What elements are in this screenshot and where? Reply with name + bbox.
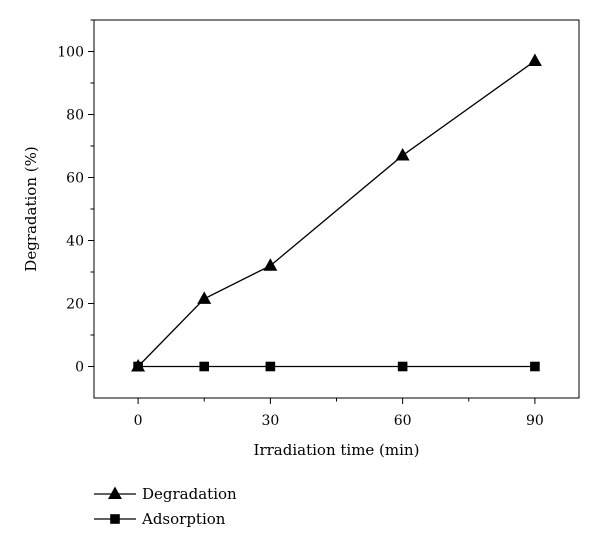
y-tick-label: 20 [66,297,84,313]
y-tick-label: 0 [75,360,84,376]
axis-tick-labels: 0 20 40 60 80 100 0 30 60 90 [57,45,544,430]
x-tick-label: 0 [134,413,143,429]
series-adsorption [133,361,540,372]
legend: Degradation Adsorption [94,485,237,528]
legend-marker [110,514,120,524]
y-tick-label: 100 [57,45,84,61]
x-tick-label: 60 [394,413,412,429]
y-tick-label: 80 [66,108,84,124]
adsorption-point [199,361,210,372]
legend-item-degradation: Degradation [94,485,237,503]
legend-label: Degradation [142,485,237,503]
degradation-point [527,53,542,66]
series-layer [131,53,542,372]
x-tick-label: 90 [526,413,544,429]
y-axis-label: Degradation (%) [22,146,40,271]
y-tick-label: 40 [66,234,84,250]
degradation-line [137,60,536,367]
x-axis-label: Irradiation time (min) [254,441,420,459]
series-degradation [131,53,542,372]
x-tick-label: 30 [261,413,279,429]
legend-item-adsorption: Adsorption [94,510,226,528]
degradation-point [395,148,410,161]
adsorption-point [265,361,276,372]
degradation-point [263,258,278,271]
degradation-point [197,291,212,304]
y-tick-label: 60 [66,171,84,187]
axis-ticks [88,19,536,404]
adsorption-point [530,361,540,372]
plot-frame [93,19,580,399]
adsorption-point [397,361,408,372]
adsorption-point [133,361,143,372]
legend-marker [108,486,122,500]
legend-label: Adsorption [141,510,226,528]
